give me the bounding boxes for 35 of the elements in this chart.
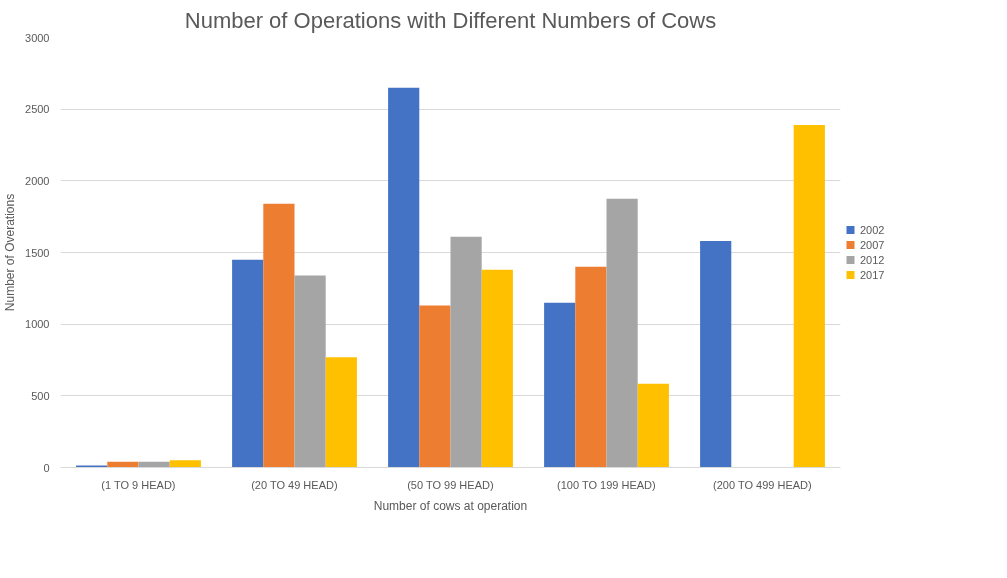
y-axis-title: Number of Overations: [3, 193, 18, 312]
y-tick-label: 500: [31, 389, 50, 402]
bar: [481, 269, 513, 468]
legend-label: 2002: [860, 223, 885, 236]
y-tick-label: 2000: [25, 174, 50, 187]
x-axis-title: Number of cows at operation: [373, 498, 528, 513]
y-tick-label: 0: [43, 461, 50, 474]
bar: [575, 266, 607, 468]
x-tick-label: (50 TO 99 HEAD): [407, 478, 494, 491]
y-tick-label: 1500: [25, 246, 50, 259]
y-tick-label: 2500: [25, 103, 50, 116]
bar: [637, 383, 669, 468]
bar: [263, 203, 295, 468]
bar: [793, 124, 825, 468]
legend-label: 2017: [860, 268, 885, 281]
legend-label: 2007: [860, 238, 885, 251]
y-tick-label: 1000: [25, 318, 50, 331]
legend-label: 2012: [860, 253, 885, 266]
x-tick-label: (100 TO 199 HEAD): [557, 478, 656, 491]
chart-title: Number of Operations with Different Numbers of Cows: [184, 7, 717, 33]
bar: [232, 259, 264, 468]
x-tick-label: (200 TO 499 HEAD): [713, 478, 812, 491]
bar: [169, 460, 201, 468]
bar: [294, 275, 326, 468]
x-tick-label: (20 TO 49 HEAD): [251, 478, 338, 491]
x-tick-label: (1 TO 9 HEAD): [101, 478, 176, 491]
bar: [450, 236, 482, 468]
bar: [76, 465, 108, 468]
bar: [419, 305, 451, 468]
bar: [606, 198, 638, 468]
bar: [325, 357, 357, 468]
y-tick-label: 3000: [25, 31, 50, 44]
bar: [388, 87, 420, 468]
bar: [700, 241, 732, 468]
bar: [544, 302, 576, 468]
